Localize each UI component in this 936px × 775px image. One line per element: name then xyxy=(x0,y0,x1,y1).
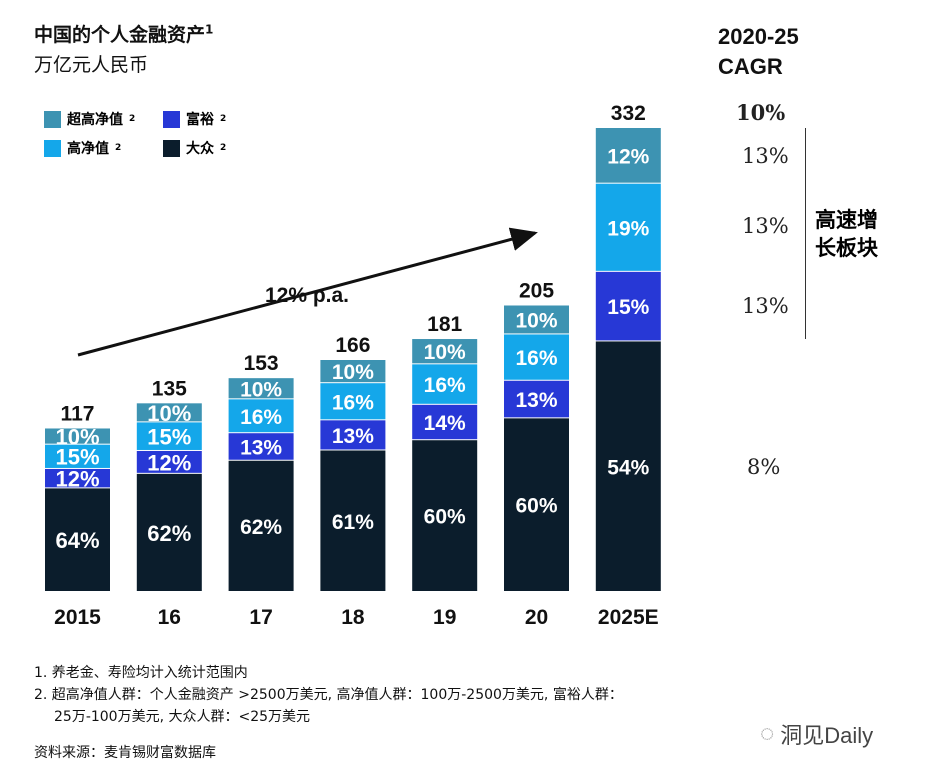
segment-label: 13% xyxy=(515,389,557,412)
segment-label: 16% xyxy=(515,347,557,370)
total-label: 332 xyxy=(611,102,646,125)
bracket-line xyxy=(805,128,806,339)
segment-label: 13% xyxy=(332,425,374,448)
bar-segment xyxy=(504,305,569,334)
segment-label: 10% xyxy=(332,361,374,384)
total-label: 117 xyxy=(61,402,95,425)
segment-label: 16% xyxy=(240,406,282,429)
cagr-hnw: 13% xyxy=(742,214,789,238)
segment-label: 10% xyxy=(424,341,466,364)
bar-segment xyxy=(412,440,478,591)
segment-label: 13% xyxy=(240,437,282,460)
total-label: 205 xyxy=(519,279,554,302)
bar-segment xyxy=(136,422,202,450)
footnote-2: 2. 超高净值人群：个人金融资产 >2500万美元, 高净值人群：100万-25… xyxy=(34,687,623,703)
segment-label: 60% xyxy=(515,495,557,518)
cagr-affluent: 13% xyxy=(742,294,789,318)
x-tick-label: 2015 xyxy=(54,606,101,629)
bar-segment xyxy=(504,418,569,591)
segment-label: 12% xyxy=(147,450,191,475)
growth-arrow xyxy=(77,227,538,357)
growth-annotation: 12% p.a. xyxy=(265,284,349,307)
segment-label: 16% xyxy=(332,391,374,414)
total-label: 181 xyxy=(427,313,462,336)
total-label: 153 xyxy=(244,352,279,375)
legend-swatch xyxy=(163,139,180,157)
segment-label: 12% xyxy=(55,467,99,492)
bar-segment xyxy=(228,399,294,433)
stacked-bar-chart: 12% p.a. 64%12%15%10%117201562%12%15%10%… xyxy=(45,102,661,629)
legend-swatch xyxy=(44,139,61,157)
legend-affluent: 富裕 2 xyxy=(163,109,226,129)
cagr-mass: 8% xyxy=(747,455,781,479)
segment-label: 10% xyxy=(147,401,191,426)
segment-label: 15% xyxy=(55,445,99,470)
chart-title: 中国的个人金融资产1 xyxy=(34,22,214,46)
bar-segment xyxy=(45,444,110,468)
segment-label: 14% xyxy=(424,412,466,435)
watermark: ◌ 洞见Daily xyxy=(760,720,874,748)
x-tick-label: 18 xyxy=(341,606,365,629)
total-label: 135 xyxy=(152,377,187,400)
legend-swatch xyxy=(44,110,61,128)
chart-subtitle: 万亿元人民币 xyxy=(34,54,149,76)
bar-segment xyxy=(228,460,294,591)
total-label: 166 xyxy=(335,334,370,357)
segment-label: 10% xyxy=(240,378,282,401)
bar-segment xyxy=(595,271,661,341)
segment-label: 12% xyxy=(607,145,649,168)
bar-segment xyxy=(412,339,478,364)
bar-segment xyxy=(320,360,386,383)
segment-label: 10% xyxy=(515,310,557,333)
segment-label: 16% xyxy=(424,374,466,397)
bar-segment xyxy=(504,334,569,380)
segment-label: 60% xyxy=(424,506,466,529)
bar-segment xyxy=(320,450,386,591)
wechat-icon: ◌ xyxy=(760,720,775,747)
bar-segment xyxy=(504,380,569,418)
bar-segment xyxy=(45,468,110,488)
legend-swatch xyxy=(163,110,180,128)
x-tick-label: 16 xyxy=(158,606,181,629)
cagr-uhnw-group: 13% xyxy=(742,144,789,168)
bar-segment xyxy=(45,488,110,591)
legend-mass: 大众 2 xyxy=(163,138,226,158)
legend-hnw: 高净值 2 xyxy=(44,138,121,158)
bracket-label: 高速增 长板块 xyxy=(815,208,878,260)
bar-segment xyxy=(136,450,202,473)
x-tick-label: 17 xyxy=(249,606,272,629)
bar-segment xyxy=(136,403,202,422)
bar-segment xyxy=(228,433,294,460)
segment-label: 15% xyxy=(147,425,191,450)
x-tick-label: 20 xyxy=(525,606,548,629)
segment-label: 10% xyxy=(55,424,99,449)
bar-segment xyxy=(320,383,386,420)
segment-label: 61% xyxy=(332,511,374,534)
bar-segment xyxy=(595,341,661,591)
bar-segment xyxy=(595,128,661,183)
bar-segment xyxy=(412,404,478,440)
bar-segment xyxy=(136,473,202,591)
cagr-uhnw: 10% xyxy=(736,100,786,125)
x-tick-label: 19 xyxy=(433,606,456,629)
footnote-2-cont: 25万-100万美元, 大众人群：<25万美元 xyxy=(54,709,311,725)
x-tick-label: 2025E xyxy=(598,606,659,629)
source-note: 资料来源：麦肯锡财富数据库 xyxy=(34,745,216,761)
bar-segment xyxy=(45,428,110,444)
segment-label: 62% xyxy=(240,516,282,539)
cagr-header: 2020-25 CAGR xyxy=(718,24,799,79)
legend-uhnw: 超高净值 2 xyxy=(44,109,135,129)
segment-label: 54% xyxy=(607,456,649,479)
bar-segment xyxy=(412,364,478,404)
segment-label: 19% xyxy=(607,217,649,240)
bar-segment xyxy=(595,183,661,271)
segment-label: 15% xyxy=(607,296,649,319)
segment-label: 62% xyxy=(147,521,191,546)
bar-segment xyxy=(320,420,386,450)
segment-label: 64% xyxy=(55,528,99,553)
footnote-1: 1. 养老金、寿险均计入统计范围内 xyxy=(34,665,248,681)
bar-segment xyxy=(228,378,294,399)
